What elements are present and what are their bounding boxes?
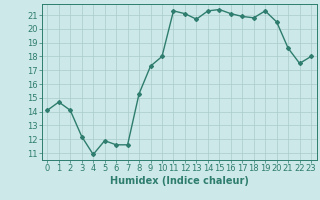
X-axis label: Humidex (Indice chaleur): Humidex (Indice chaleur): [110, 176, 249, 186]
